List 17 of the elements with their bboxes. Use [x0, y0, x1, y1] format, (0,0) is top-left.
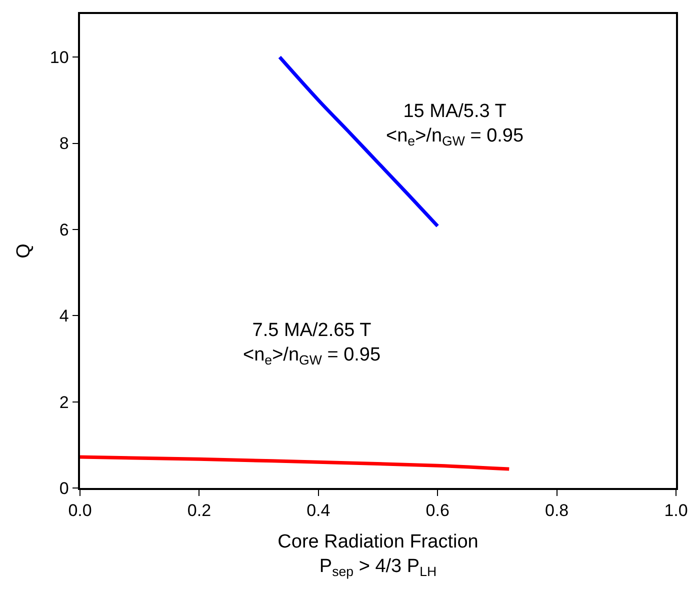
y-tick-label: 2 — [59, 392, 69, 412]
y-axis-title: Q — [13, 244, 34, 258]
x-tick-label: 0.2 — [187, 501, 212, 520]
line-series — [80, 455, 511, 471]
y-tick-label: 4 — [59, 306, 69, 326]
x-tick-label: 0.4 — [306, 501, 330, 520]
y-tick-label: 0 — [59, 478, 69, 498]
annotation: 7.5 MA/2.65 T <n$_{e}$>/n$_{GW}$ = 0.95 — [243, 320, 381, 368]
y-tick-label: 6 — [59, 220, 69, 240]
y-tick-label: 8 — [59, 134, 69, 154]
x-tick-label: 0.8 — [544, 501, 569, 520]
annotation: 15 MA/5.3 T <n$_{e}$>/n$_{GW}$ = 0.95 — [386, 101, 524, 149]
x-axis-title: Core Radiation Fraction P$_{sep}$ > 4/3 P$_{LH}$ — [278, 531, 478, 580]
x-tick-label: 0.0 — [68, 501, 92, 520]
x-tick-label: 1.0 — [664, 501, 688, 520]
y-tick-label: 10 — [50, 48, 69, 68]
x-tick-label: 0.6 — [426, 501, 450, 520]
